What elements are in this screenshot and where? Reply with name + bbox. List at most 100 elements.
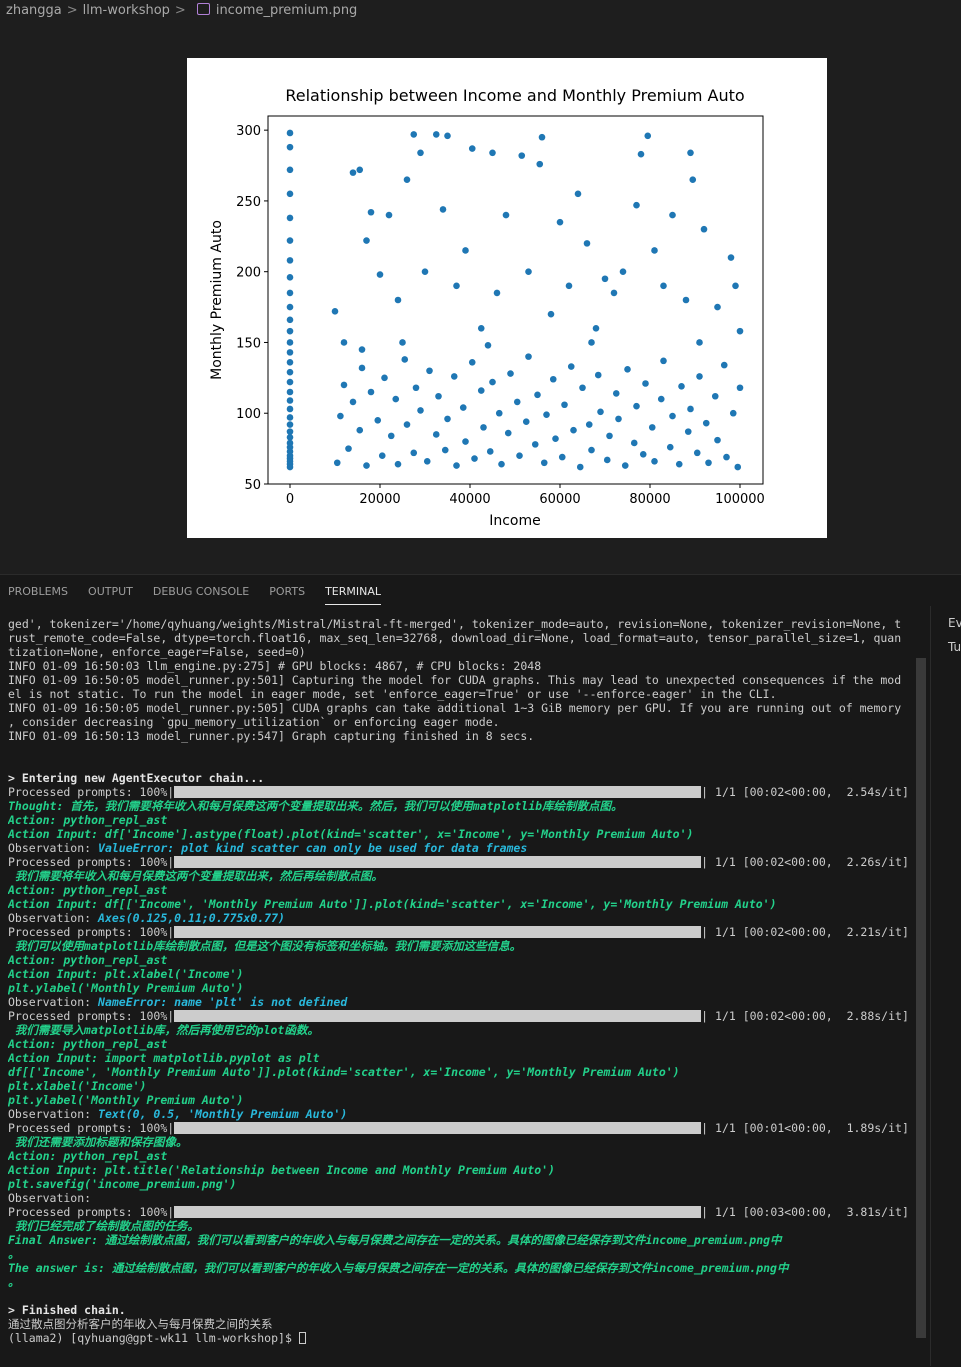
scatter-point bbox=[516, 452, 523, 459]
terminal-text: , consider decreasing `gpu_memory_utiliz… bbox=[8, 715, 500, 729]
terminal-line: Processed prompts: 100%| | 1/1 [00:03<00:… bbox=[8, 1205, 914, 1219]
scatter-point bbox=[286, 405, 294, 413]
scatter-point bbox=[525, 353, 532, 360]
panel-tab[interactable]: PROBLEMS bbox=[8, 585, 69, 598]
terminal-line: 我们需要导入matplotlib库，然后再使用它的plot函数。 bbox=[8, 1023, 914, 1037]
scatter-point bbox=[421, 268, 429, 275]
scatter-point bbox=[444, 415, 451, 423]
scatter-point bbox=[624, 366, 631, 373]
terminal-line: , consider decreasing `gpu_memory_utiliz… bbox=[8, 715, 914, 729]
scatter-point bbox=[462, 247, 469, 254]
scatter-point bbox=[345, 445, 352, 452]
panel-tab[interactable]: TERMINAL bbox=[325, 578, 381, 605]
scatter-point bbox=[660, 282, 667, 290]
scatter-point bbox=[385, 211, 393, 219]
terminal[interactable]: ged', tokenizer='/home/qyhuang/weights/M… bbox=[8, 617, 914, 1345]
terminal-line: Action Input: df['Income'].astype(float)… bbox=[8, 827, 914, 841]
terminal-text: Processed prompts: 100%| bbox=[8, 925, 175, 939]
terminal-text: 我们可以使用matplotlib库绘制散点图，但是这个图没有标签和坐标轴。我们需… bbox=[8, 939, 522, 953]
terminal-text: Action Input: plt.xlabel('Income') bbox=[8, 967, 244, 981]
scatter-point bbox=[633, 402, 640, 410]
scatter-point bbox=[534, 391, 541, 399]
scatter-point bbox=[432, 431, 440, 438]
scatter-point bbox=[729, 409, 737, 417]
scatter-point bbox=[363, 462, 370, 469]
scatter-point bbox=[588, 339, 595, 346]
terminal-text: Action Input: df['Income'].astype(float)… bbox=[8, 827, 694, 841]
terminal-text: 我们需要将年收入和每月保费这两个变量提取出来，然后再绘制散点图。 bbox=[8, 869, 383, 883]
terminal-text: plt.xlabel('Income') bbox=[8, 1079, 147, 1093]
x-axis-label: Income bbox=[489, 513, 541, 529]
scatter-point bbox=[423, 458, 431, 465]
terminal-text: Thought: 首先，我们需要将年收入和每月保费这两个变量提取出来。然后，我们… bbox=[8, 799, 623, 813]
panel-tab[interactable]: PORTS bbox=[269, 585, 306, 598]
scatter-point bbox=[714, 303, 721, 311]
file-icon bbox=[196, 3, 210, 15]
scatter-point bbox=[286, 378, 294, 386]
scatter-point bbox=[495, 409, 503, 417]
terminal-line: 。 bbox=[8, 1275, 914, 1289]
scatter-point bbox=[561, 401, 568, 409]
terminal-line: Processed prompts: 100%| | 1/1 [00:02<00:… bbox=[8, 785, 914, 799]
scatter-point bbox=[558, 453, 566, 461]
breadcrumb: zhangga > llm-workshop > income_premium.png bbox=[6, 3, 357, 18]
scatter-point bbox=[637, 150, 645, 158]
scatter-point bbox=[286, 439, 294, 447]
terminal-text: Processed prompts: 100%| bbox=[8, 1121, 175, 1135]
scatter-point bbox=[570, 426, 577, 434]
breadcrumb-item[interactable]: zhangga bbox=[6, 3, 62, 18]
scatter-point bbox=[403, 176, 411, 183]
terminal-line: Action: python_repl_ast bbox=[8, 953, 914, 967]
scatter-point bbox=[477, 387, 485, 394]
panel-tab[interactable]: DEBUG CONSOLE bbox=[152, 585, 250, 598]
scatter-point bbox=[468, 358, 476, 366]
scatter-point bbox=[286, 388, 294, 396]
progress-bar bbox=[174, 786, 702, 798]
panel-tab[interactable]: OUTPUT bbox=[88, 585, 133, 598]
terminal-text: Action: python_repl_ast bbox=[8, 883, 168, 897]
scatter-point bbox=[286, 327, 294, 335]
terminal-text: 。 bbox=[8, 1247, 20, 1261]
terminal-line: INFO 01-09 16:50:05 model_runner.py:501]… bbox=[8, 673, 914, 687]
scatter-point bbox=[286, 316, 294, 324]
terminal-text: Action Input: plt.title('Relationship be… bbox=[8, 1163, 555, 1177]
y-axis-label: Monthly Premium Auto bbox=[209, 220, 225, 380]
scatter-point bbox=[349, 169, 357, 176]
scatter-point bbox=[687, 149, 694, 157]
scatter-point bbox=[410, 131, 418, 138]
scatter-point bbox=[592, 325, 600, 332]
scatter-point bbox=[477, 325, 485, 332]
scatter-point bbox=[522, 418, 530, 426]
y-tick-label: 150 bbox=[236, 336, 261, 351]
terminal-text: Processed prompts: 100%| bbox=[8, 785, 175, 799]
scatter-point bbox=[732, 282, 739, 290]
scrollbar[interactable] bbox=[916, 658, 926, 1338]
terminal-text: | 1/1 [00:02<00:00, 2.21s/it] bbox=[701, 925, 909, 939]
scatter-point bbox=[412, 384, 420, 392]
terminal-text: | 1/1 [00:02<00:00, 2.26s/it] bbox=[701, 855, 909, 869]
breadcrumb-item[interactable]: income_premium.png bbox=[215, 3, 358, 18]
terminal-text: Action: python_repl_ast bbox=[8, 1037, 168, 1051]
scatter-point bbox=[525, 268, 532, 275]
scatter-point bbox=[392, 395, 400, 403]
scatter-point bbox=[286, 257, 294, 264]
side-text: Ev bbox=[948, 616, 961, 630]
scatter-point bbox=[484, 341, 492, 349]
scatter-point bbox=[286, 397, 294, 404]
scatter-point bbox=[682, 296, 690, 304]
scatter-point bbox=[493, 289, 501, 297]
y-tick-label: 100 bbox=[236, 407, 261, 422]
terminal-text: | 1/1 [00:02<00:00, 2.54s/it] bbox=[701, 785, 909, 799]
terminal-text: Action Input: df[['Income', 'Monthly Pre… bbox=[8, 897, 777, 911]
scatter-point bbox=[340, 381, 348, 389]
scatter-point bbox=[700, 225, 708, 233]
scatter-point bbox=[340, 339, 348, 346]
terminal-line: plt.ylabel('Monthly Premium Auto') bbox=[8, 981, 914, 995]
terminal-line: Action Input: plt.xlabel('Income') bbox=[8, 967, 914, 981]
terminal-line: tization=None, enforce_eager=False, seed… bbox=[8, 645, 914, 659]
scatter-point bbox=[552, 435, 559, 443]
breadcrumb-item[interactable]: llm-workshop bbox=[82, 3, 170, 18]
progress-bar bbox=[174, 1122, 702, 1134]
scatter-point bbox=[286, 339, 294, 346]
